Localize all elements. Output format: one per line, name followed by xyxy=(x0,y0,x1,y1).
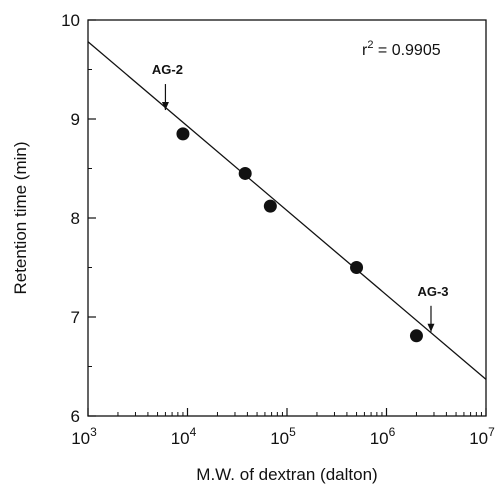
data-point xyxy=(176,127,190,141)
arrowhead-icon xyxy=(427,323,435,332)
y-axis-title: Retention time (min) xyxy=(11,141,30,294)
y-tick-label: 6 xyxy=(71,407,80,426)
annotation-label: AG-2 xyxy=(152,62,183,77)
x-tick-label: 105 xyxy=(270,425,296,448)
data-point xyxy=(238,166,252,180)
data-points xyxy=(176,127,423,343)
regression-line xyxy=(87,41,487,380)
y-tick-label: 10 xyxy=(61,11,80,30)
y-tick-label: 7 xyxy=(71,308,80,327)
x-tick-label: 107 xyxy=(469,425,495,448)
x-axis-ticks: 103 104 105 106 107 xyxy=(71,408,495,448)
x-tick-label: 106 xyxy=(370,425,396,448)
data-point xyxy=(263,199,277,213)
data-point xyxy=(350,261,364,274)
x-axis-title: M.W. of dextran (dalton) xyxy=(196,465,377,484)
y-axis-ticks: 6 7 8 9 10 xyxy=(61,11,96,426)
y-tick-label: 8 xyxy=(71,209,80,228)
plot-frame xyxy=(87,19,487,417)
x-tick-label: 104 xyxy=(171,425,197,448)
annotations: AG-2 AG-3 xyxy=(152,62,449,332)
x-tick-label: 103 xyxy=(71,425,97,448)
r-squared-label: r2 = 0.9905 xyxy=(362,39,441,59)
arrowhead-icon xyxy=(161,102,169,111)
annotation-label: AG-3 xyxy=(417,284,448,299)
y-tick-label: 9 xyxy=(71,110,80,129)
data-point xyxy=(409,329,423,343)
